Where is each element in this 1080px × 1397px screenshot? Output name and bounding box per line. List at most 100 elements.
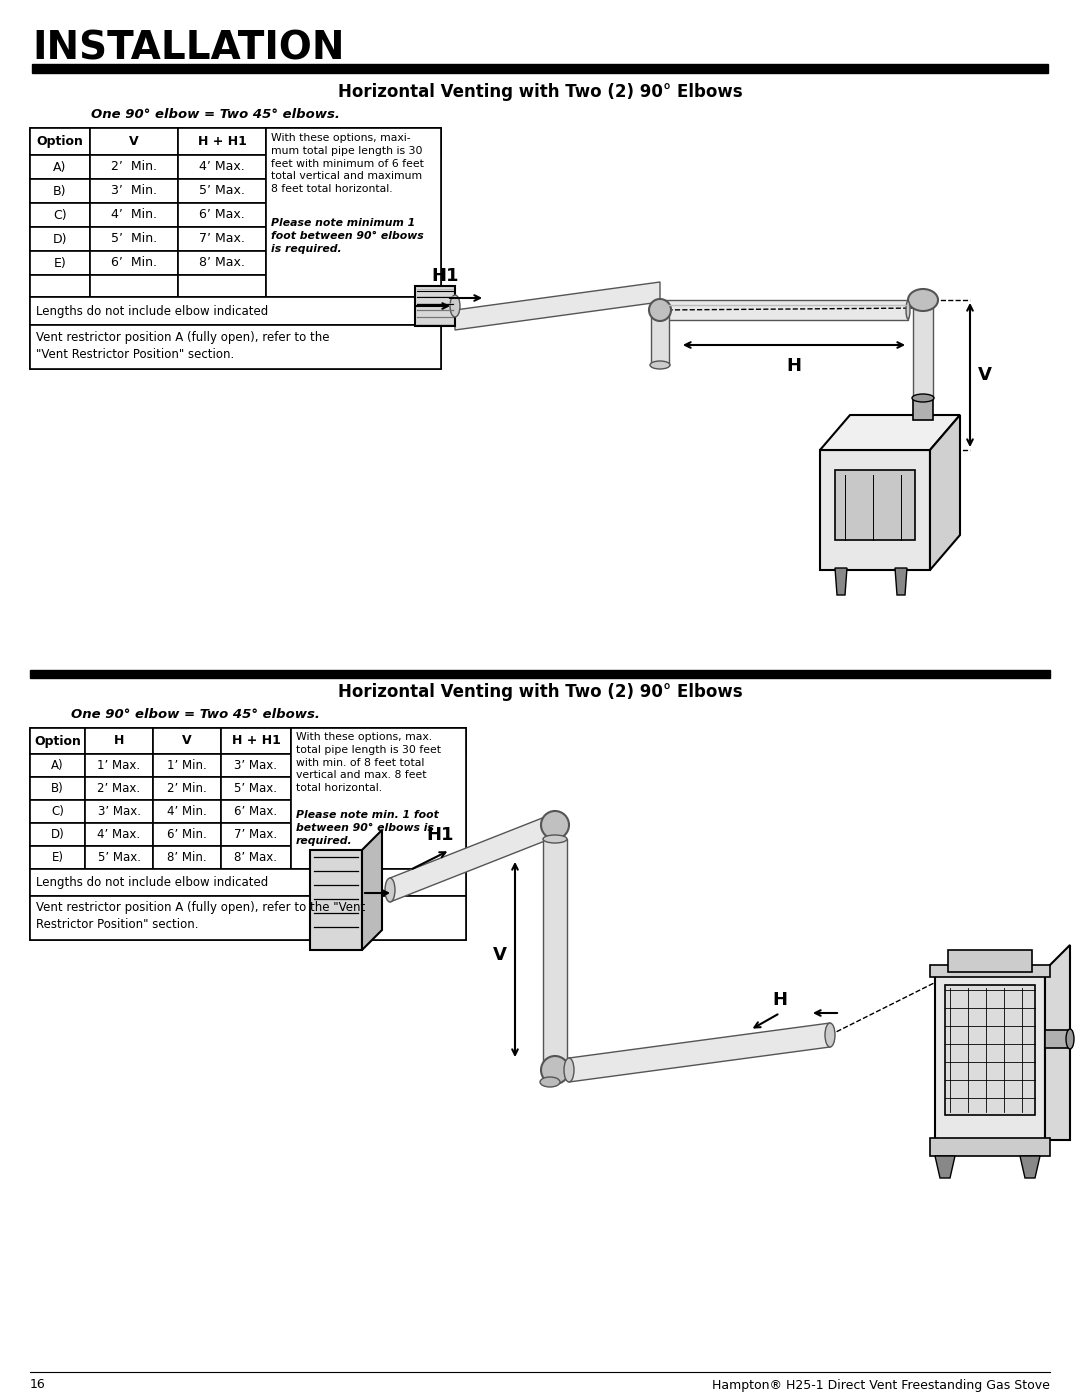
Bar bbox=[85, 847, 153, 869]
Text: H + H1: H + H1 bbox=[198, 136, 246, 148]
FancyBboxPatch shape bbox=[935, 970, 1045, 1140]
Bar bbox=[30, 326, 441, 369]
Bar bbox=[85, 777, 153, 800]
Bar bbox=[32, 64, 1048, 73]
Text: V: V bbox=[130, 136, 139, 148]
Ellipse shape bbox=[650, 360, 670, 369]
Bar bbox=[90, 203, 178, 226]
Text: One 90° elbow = Two 45° elbows.: One 90° elbow = Two 45° elbows. bbox=[91, 108, 339, 120]
Bar bbox=[30, 203, 90, 226]
Text: 2’ Max.: 2’ Max. bbox=[97, 782, 140, 795]
Text: 2’ Min.: 2’ Min. bbox=[167, 782, 207, 795]
Text: 7’ Max.: 7’ Max. bbox=[199, 232, 245, 246]
Ellipse shape bbox=[541, 1056, 569, 1084]
Polygon shape bbox=[895, 569, 907, 595]
Text: B): B) bbox=[51, 782, 64, 795]
Polygon shape bbox=[362, 830, 382, 950]
Text: Hampton® H25-1 Direct Vent Freestanding Gas Stove: Hampton® H25-1 Direct Vent Freestanding … bbox=[712, 1379, 1050, 1391]
Bar bbox=[178, 226, 266, 251]
Text: 16: 16 bbox=[30, 1379, 45, 1391]
Bar bbox=[178, 203, 266, 226]
Polygon shape bbox=[930, 415, 960, 570]
Bar bbox=[1045, 1030, 1070, 1048]
Bar bbox=[221, 847, 291, 869]
Bar bbox=[85, 800, 153, 823]
Bar bbox=[30, 226, 90, 251]
Polygon shape bbox=[1020, 1155, 1040, 1178]
FancyBboxPatch shape bbox=[835, 469, 915, 541]
Bar bbox=[30, 129, 441, 369]
Bar bbox=[30, 251, 90, 275]
Text: D): D) bbox=[53, 232, 67, 246]
Bar bbox=[90, 179, 178, 203]
Polygon shape bbox=[569, 1023, 831, 1083]
Text: E): E) bbox=[52, 851, 64, 863]
Ellipse shape bbox=[541, 812, 569, 840]
Text: Please note minimum 1
foot between 90° elbows
is required.: Please note minimum 1 foot between 90° e… bbox=[271, 218, 423, 254]
Bar bbox=[178, 155, 266, 179]
Ellipse shape bbox=[912, 296, 934, 305]
Text: Option: Option bbox=[37, 136, 83, 148]
Text: V: V bbox=[183, 735, 192, 747]
Polygon shape bbox=[835, 569, 847, 595]
Bar bbox=[30, 728, 85, 754]
Text: H: H bbox=[113, 735, 124, 747]
Bar bbox=[30, 728, 465, 940]
Text: With these options, max.
total pipe length is 30 feet
with min. of 8 feet total
: With these options, max. total pipe leng… bbox=[296, 732, 441, 793]
Bar bbox=[30, 298, 441, 326]
Bar bbox=[178, 179, 266, 203]
Ellipse shape bbox=[649, 299, 671, 321]
Text: 1’ Max.: 1’ Max. bbox=[97, 759, 140, 773]
Bar bbox=[30, 129, 90, 155]
Text: Horizontal Venting with Two (2) 90° Elbows: Horizontal Venting with Two (2) 90° Elbo… bbox=[338, 82, 742, 101]
Ellipse shape bbox=[550, 813, 561, 837]
Ellipse shape bbox=[912, 394, 934, 402]
Text: 5’  Min.: 5’ Min. bbox=[111, 232, 157, 246]
Bar bbox=[153, 847, 221, 869]
Text: H + H1: H + H1 bbox=[231, 735, 281, 747]
FancyBboxPatch shape bbox=[310, 849, 362, 950]
Ellipse shape bbox=[543, 835, 567, 842]
Text: H1: H1 bbox=[427, 826, 454, 844]
Bar bbox=[178, 275, 266, 298]
Text: 4’  Min.: 4’ Min. bbox=[111, 208, 157, 222]
Polygon shape bbox=[935, 1155, 955, 1178]
Bar bbox=[291, 728, 465, 754]
Text: Option: Option bbox=[35, 735, 81, 747]
Ellipse shape bbox=[658, 300, 662, 319]
Bar bbox=[291, 728, 465, 869]
Text: Vent restrictor position A (fully open), refer to the "Vent
Restrictor Position": Vent restrictor position A (fully open),… bbox=[36, 901, 365, 930]
Bar bbox=[153, 754, 221, 777]
Ellipse shape bbox=[825, 1023, 835, 1046]
Bar bbox=[30, 275, 90, 298]
Ellipse shape bbox=[540, 1077, 561, 1087]
Bar bbox=[153, 823, 221, 847]
FancyBboxPatch shape bbox=[820, 450, 930, 570]
Text: Lengths do not include elbow indicated: Lengths do not include elbow indicated bbox=[36, 876, 268, 888]
Bar bbox=[30, 155, 90, 179]
Bar bbox=[913, 398, 933, 420]
Text: H1: H1 bbox=[431, 267, 459, 285]
Text: 4’ Max.: 4’ Max. bbox=[97, 828, 140, 841]
Text: E): E) bbox=[54, 257, 66, 270]
Bar bbox=[178, 129, 266, 155]
Bar bbox=[90, 226, 178, 251]
Ellipse shape bbox=[543, 1066, 567, 1074]
Text: 6’  Min.: 6’ Min. bbox=[111, 257, 157, 270]
Bar bbox=[30, 869, 465, 895]
Text: A): A) bbox=[51, 759, 64, 773]
Text: D): D) bbox=[51, 828, 65, 841]
Text: V: V bbox=[978, 366, 991, 384]
FancyBboxPatch shape bbox=[945, 985, 1035, 1115]
Text: With these options, maxi-
mum total pipe length is 30
feet with minimum of 6 fee: With these options, maxi- mum total pipe… bbox=[271, 133, 423, 194]
Text: Please note min. 1 foot
between 90° elbows is
required.: Please note min. 1 foot between 90° elbo… bbox=[296, 810, 438, 845]
Text: Lengths do not include elbow indicated: Lengths do not include elbow indicated bbox=[36, 305, 268, 317]
Bar bbox=[913, 300, 933, 398]
Text: V: V bbox=[494, 946, 507, 964]
Text: Vent restrictor position A (fully open), refer to the
"Vent Restrictor Position": Vent restrictor position A (fully open),… bbox=[36, 331, 329, 360]
Bar bbox=[30, 895, 465, 940]
Bar bbox=[30, 800, 85, 823]
Bar bbox=[30, 823, 85, 847]
Text: 6’ Min.: 6’ Min. bbox=[167, 828, 207, 841]
Polygon shape bbox=[455, 282, 660, 330]
